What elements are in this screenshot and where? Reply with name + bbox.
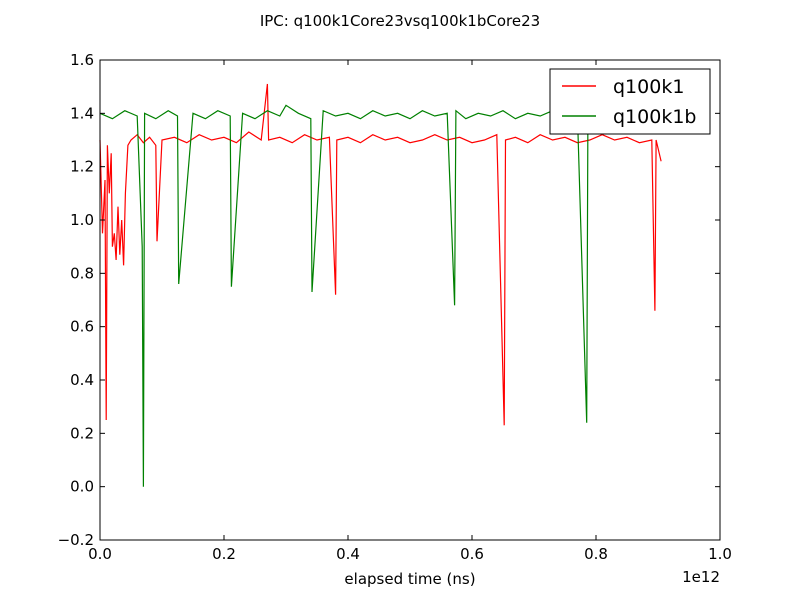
y-tick-label: 0.2: [70, 424, 94, 442]
x-tick-label: 0.6: [460, 545, 484, 563]
series-line-q100k1b: [99, 104, 662, 487]
x-tick-label: 0.2: [212, 545, 236, 563]
x-axis-offset-label: 1e12: [682, 568, 720, 586]
y-axis: −0.2 0.0 0.2 0.4 0.6 0.8 1.0 1.2 1.4 1.6: [58, 51, 720, 549]
y-tick-label: 1.4: [70, 104, 94, 122]
y-tick-label: 0.6: [70, 318, 94, 336]
y-tick-label: 1.2: [70, 158, 94, 176]
plot-data: [99, 83, 662, 487]
legend: q100k1 q100k1b: [549, 68, 711, 135]
legend-box: [549, 68, 711, 135]
plot-frame: [99, 59, 721, 541]
y-tick-label: 0.8: [70, 264, 94, 282]
y-tick-label: 1.6: [70, 51, 94, 69]
y-tick-label: 1.0: [70, 211, 94, 229]
y-tick-label: 0.0: [70, 478, 94, 496]
chart-title: IPC: q100k1Core23vsq100k1bCore23: [260, 12, 540, 30]
x-axis: 0.0 0.2 0.4 0.6 0.8 1.0: [88, 60, 732, 563]
legend-label-q100k1: q100k1: [613, 76, 684, 98]
y-tick-label: −0.2: [58, 531, 94, 549]
x-axis-label: elapsed time (ns): [344, 570, 475, 588]
y-tick-label: 0.4: [70, 371, 94, 389]
series-line-q100k1: [99, 83, 662, 426]
x-tick-label: 0.4: [336, 545, 360, 563]
x-tick-label: 0.8: [584, 545, 608, 563]
x-tick-label: 1.0: [708, 545, 732, 563]
x-tick-label: 0.0: [88, 545, 112, 563]
legend-label-q100k1b: q100k1b: [613, 106, 696, 128]
